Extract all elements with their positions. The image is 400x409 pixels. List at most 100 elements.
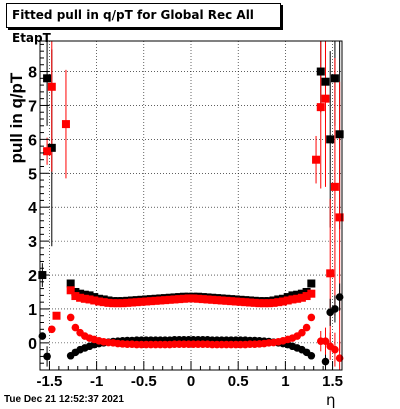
data-point-square bbox=[227, 297, 236, 306]
data-point-square bbox=[264, 299, 273, 308]
data-point-square bbox=[142, 297, 151, 306]
x-axis-label: η bbox=[326, 391, 336, 409]
data-point-square bbox=[321, 94, 330, 103]
data-point-square bbox=[47, 82, 56, 91]
data-point-square bbox=[85, 295, 94, 304]
data-point-circle bbox=[66, 313, 75, 322]
data-point-square bbox=[335, 213, 344, 222]
data-point-square bbox=[118, 299, 127, 308]
y-tick-label: 3 bbox=[28, 234, 37, 251]
data-point-square bbox=[321, 77, 330, 86]
data-point-square bbox=[260, 299, 269, 308]
x-tick-label: 0.5 bbox=[228, 373, 249, 390]
data-point-square bbox=[307, 289, 316, 298]
y-tick-label: 6 bbox=[28, 132, 37, 149]
data-point-square bbox=[274, 298, 283, 307]
data-point-square bbox=[156, 296, 165, 305]
x-tick-label: -1 bbox=[90, 373, 103, 390]
data-point-square bbox=[312, 155, 321, 164]
x-tick-label: 1.5 bbox=[322, 373, 343, 390]
data-point-square bbox=[217, 296, 226, 305]
data-point-square bbox=[175, 295, 184, 304]
y-tick-label: 0 bbox=[28, 336, 37, 353]
data-point-square bbox=[283, 296, 292, 305]
data-point-square bbox=[297, 289, 306, 298]
data-point-circle bbox=[331, 305, 339, 313]
y-tick-label: 7 bbox=[28, 98, 37, 115]
data-point-square bbox=[203, 295, 212, 304]
data-point-square bbox=[269, 298, 278, 307]
data-point-square bbox=[61, 120, 70, 129]
data-point-square bbox=[302, 287, 311, 296]
x-tick-label: 1 bbox=[281, 373, 289, 390]
data-point-square bbox=[80, 290, 89, 299]
data-point-square bbox=[255, 299, 264, 308]
y-tick-label: 4 bbox=[28, 200, 37, 217]
data-point-circle bbox=[307, 313, 316, 322]
data-point-square bbox=[52, 311, 61, 320]
data-point-square bbox=[326, 269, 335, 278]
y-tick-label: 5 bbox=[28, 166, 37, 183]
data-point-square bbox=[279, 297, 288, 306]
data-point-square bbox=[90, 296, 99, 305]
data-point-square bbox=[170, 295, 179, 304]
data-point-square bbox=[43, 147, 52, 156]
data-point-square bbox=[335, 130, 344, 139]
data-point-square bbox=[71, 287, 80, 296]
data-point-circle bbox=[321, 337, 330, 345]
data-point-square bbox=[99, 298, 108, 307]
data-point-square bbox=[165, 295, 174, 304]
data-point-square bbox=[76, 293, 85, 302]
data-point-square bbox=[236, 297, 245, 306]
data-point-square bbox=[43, 74, 52, 83]
data-point-square bbox=[113, 299, 122, 308]
data-point-square bbox=[222, 296, 231, 305]
timestamp: Tue Dec 21 12:52:37 2021 bbox=[4, 394, 124, 405]
data-point-square bbox=[76, 289, 85, 298]
y-axis-label-text: pull in q/pT bbox=[7, 72, 26, 164]
data-point-square bbox=[293, 290, 302, 299]
data-point-square bbox=[179, 294, 188, 303]
data-point-square bbox=[245, 298, 254, 307]
data-point-square bbox=[212, 296, 221, 305]
y-tick-label: 2 bbox=[28, 268, 37, 285]
data-point-square bbox=[161, 296, 170, 305]
data-point-circle bbox=[321, 357, 330, 366]
data-point-square bbox=[330, 182, 339, 191]
data-point-square bbox=[326, 135, 335, 144]
data-point-square bbox=[297, 293, 306, 302]
data-point-square bbox=[94, 297, 103, 306]
data-point-square bbox=[85, 291, 94, 300]
data-point-square bbox=[241, 298, 250, 307]
data-point-square bbox=[208, 295, 217, 304]
x-tick-label: -1.5 bbox=[37, 373, 63, 390]
data-point-square bbox=[316, 67, 325, 76]
data-point-square bbox=[250, 298, 259, 307]
data-point-square bbox=[288, 291, 297, 300]
y-axis-label: pull in q/pT bbox=[2, 73, 32, 164]
data-point-square bbox=[330, 74, 339, 83]
grid-lines bbox=[40, 41, 342, 370]
data-point-square bbox=[137, 297, 146, 306]
data-point-square bbox=[66, 286, 75, 295]
data-markers bbox=[38, 67, 344, 366]
data-point-square bbox=[288, 295, 297, 304]
data-point-circle bbox=[71, 323, 80, 332]
data-point-square bbox=[184, 294, 193, 303]
data-point-circle bbox=[307, 351, 316, 360]
data-point-square bbox=[80, 294, 89, 303]
data-point-square bbox=[109, 299, 118, 308]
data-point-square bbox=[198, 295, 207, 304]
data-point-circle bbox=[331, 345, 339, 354]
data-point-square bbox=[71, 292, 80, 301]
axes: -1.5 -1 -0.5 0 0.5 1 1.5 0 1 2 3 4 5 6 7 8 bbox=[28, 40, 343, 390]
data-point-square bbox=[146, 297, 155, 306]
data-point-square bbox=[104, 298, 113, 307]
y-tick-label: 8 bbox=[28, 65, 37, 82]
data-point-square bbox=[189, 294, 198, 303]
y-tick-label: 1 bbox=[28, 302, 37, 319]
x-tick-label: -0.5 bbox=[131, 373, 157, 390]
data-point-square bbox=[132, 298, 141, 307]
data-point-square bbox=[316, 103, 325, 112]
